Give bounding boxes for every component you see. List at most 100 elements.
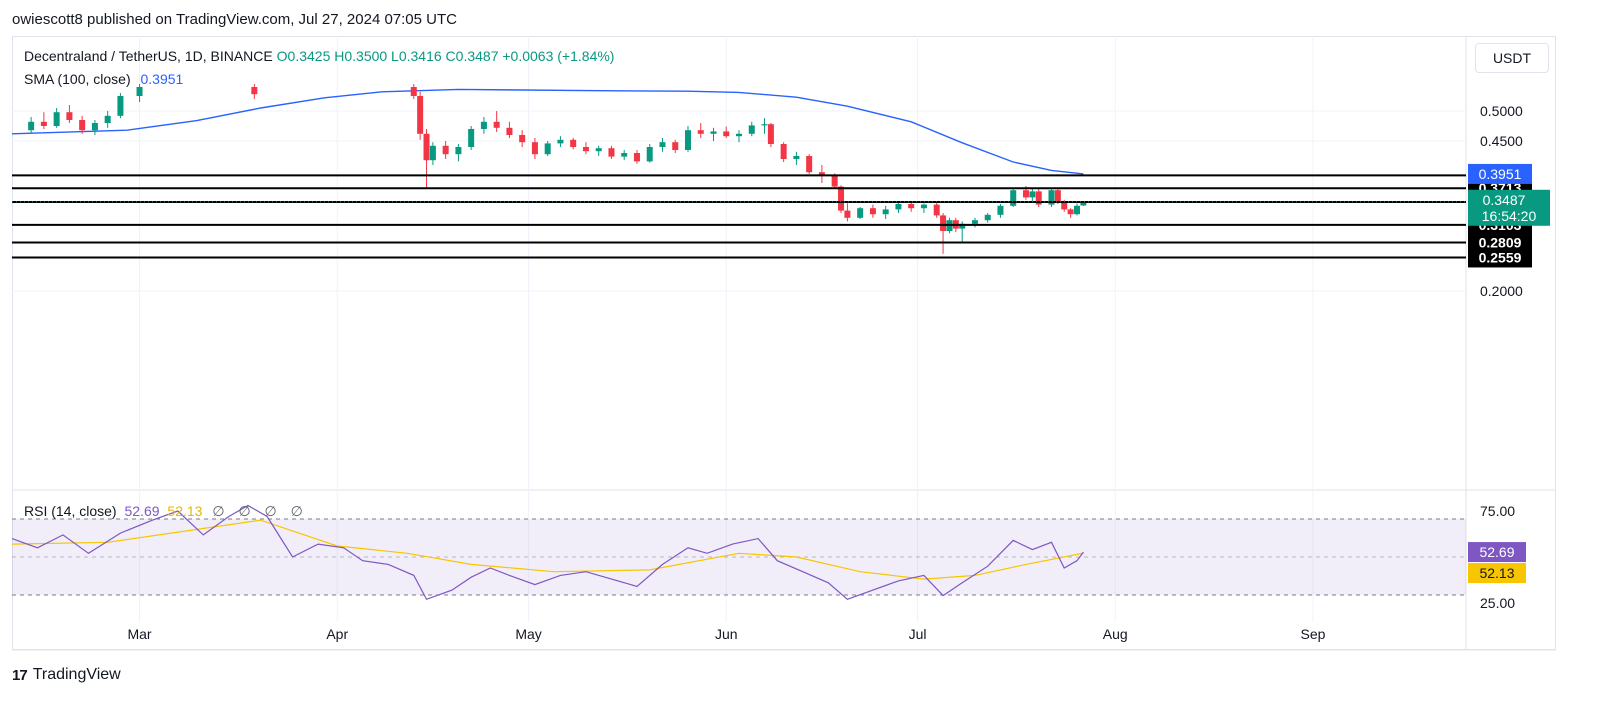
candle-body [1067,209,1074,215]
last-price-label: 0.3487 [1483,192,1526,208]
candle [480,117,487,134]
candle-body [857,208,864,218]
tradingview-logo-icon: 17 [12,666,28,684]
candle [684,126,691,152]
candle-body [455,147,462,155]
candle [971,217,978,228]
candle-body [423,133,430,161]
candle-body [506,127,513,135]
candle-body [971,220,978,224]
candle-body [53,112,60,126]
candle-body [940,215,947,231]
time-tick-label: Sep [1300,626,1325,642]
candle [117,93,124,119]
grid-layer [12,36,1556,651]
candle [519,130,526,147]
candle [723,126,730,138]
candle-body [920,204,927,209]
currency-button[interactable]: USDT [1475,43,1549,73]
candle [761,118,768,134]
candle [1067,208,1074,218]
candle [455,144,462,162]
candle [933,202,940,218]
candle [869,204,876,218]
ohlc-values: O0.3425 H0.3500 L0.3416 C0.3487 +0.0063 … [276,48,615,64]
candle-body [1048,190,1055,205]
sma-layer [11,88,1084,175]
candle-body [468,129,475,147]
candle-body [1010,190,1017,206]
publisher-line: owiescott8 published on TradingView.com,… [12,11,457,28]
rsi-label: RSI (14, close) [24,503,117,519]
sma-label: SMA (100, close) [24,71,131,87]
candle-body [1073,205,1080,215]
price-tick-label: 0.5000 [1480,103,1523,119]
candle-body [767,124,774,144]
candle-body [621,153,628,157]
rsi-value: 52.69 [124,503,160,519]
sma-100-line [11,88,1084,175]
candle [767,123,774,147]
candle [748,121,755,137]
rsi-band-layer [12,518,1466,596]
candle-body [1029,191,1036,198]
candle [506,121,513,138]
candle [920,203,927,213]
candle [79,115,86,134]
candle [28,117,35,134]
symbol-title: Decentraland / TetherUS, 1D, BINANCE [24,48,273,64]
candle-body [710,131,717,134]
sma-legend[interactable]: SMA (100, close) 0.3951 [24,71,183,87]
candle [40,112,47,129]
time-tick-label: May [515,626,541,642]
candle-body [869,208,876,215]
candle [1048,187,1055,207]
candle [531,138,538,159]
candle-body [417,96,424,134]
candle-body [410,87,417,96]
candle-body [831,175,838,187]
tradingview-brand[interactable]: 17 TradingView [12,666,121,684]
brand-name: TradingView [32,666,121,683]
level-layer: 0.39270.37130.34830.31030.28090.25590.34… [12,163,1550,268]
candle [66,105,73,123]
candle-body [806,156,813,173]
candle [1073,203,1080,216]
candle-body [659,142,666,147]
candle-body [736,133,742,137]
candle-body [608,148,615,157]
candle-body [442,145,449,155]
candle [633,150,640,164]
candle [940,213,947,254]
candle-body [79,120,86,131]
candle [710,127,717,141]
candle-body [908,204,915,209]
candle-body [582,147,589,152]
sma-price-label: 0.3951 [1479,166,1522,182]
candle-body [1080,201,1087,206]
candle [423,129,430,188]
candle-body [1061,201,1068,210]
candle-body [723,131,730,137]
candle [442,141,449,159]
rsi-layer [11,504,1084,601]
time-tick-label: Jul [909,626,927,642]
candle-body [66,112,73,120]
rsi-value-label: 52.69 [1479,544,1514,560]
candle [697,123,704,138]
price-tick-label: 0.4500 [1480,133,1523,149]
candle-body [493,121,500,128]
candle [570,138,577,150]
countdown-label: 16:54:20 [1482,208,1537,224]
candle-layer [28,84,1087,254]
rsi-legend[interactable]: RSI (14, close) 52.69 52.13 ∅ ∅ ∅ ∅ [24,503,308,520]
candle [997,204,1004,218]
candle [136,84,143,102]
level-label: 0.2809 [1479,234,1522,250]
candle [1010,187,1017,207]
candle-body [28,121,35,131]
candle-body [633,153,640,162]
time-tick-label: Aug [1103,626,1128,642]
candle [984,213,991,223]
